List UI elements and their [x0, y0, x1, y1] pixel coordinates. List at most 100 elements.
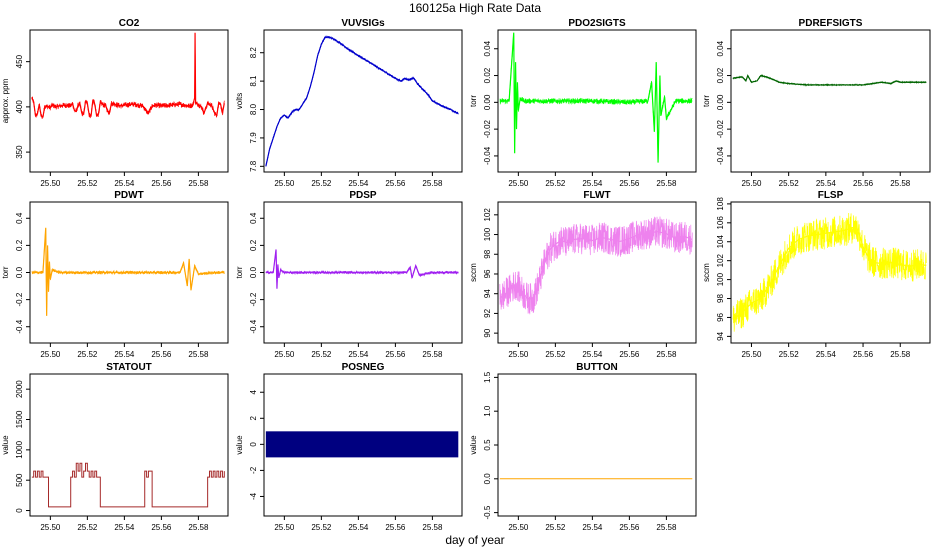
x-tick-label: 25.58: [656, 523, 677, 532]
plot-area-statout: [31, 462, 225, 508]
panel-title-pdrefsigts: PDREFSIGTS: [799, 18, 863, 29]
series-band-posneg: [265, 431, 459, 458]
x-tick-label: 25.54: [816, 179, 837, 188]
x-tick-label: 25.54: [114, 179, 135, 188]
panel-pdrefsigts: PDREFSIGTS torr 25.50 25.52 25.54 25.56 25.58 -…: [702, 18, 931, 188]
x-tick-label: 25.52: [311, 523, 332, 532]
y-tick-label: 98: [483, 249, 492, 258]
y-tick-label: 100: [716, 272, 725, 286]
x-tick-label: 25.56: [151, 523, 172, 532]
x-tick-label: 25.58: [188, 179, 209, 188]
x-tick-label: 25.54: [114, 523, 135, 532]
y-tick-label: 2: [249, 416, 258, 421]
y-tick-label: 0.0: [249, 266, 258, 278]
panel-posneg: POSNEG value 25.50 25.52 25.54 25.56 25.58 -4 -2…: [235, 362, 463, 532]
x-tick-label: 25.52: [311, 350, 332, 359]
x-tick-label: 25.52: [545, 350, 566, 359]
y-axis-label-co2: approx. ppm: [1, 78, 10, 123]
y-tick-label: -2: [249, 466, 258, 474]
x-tick-label: 25.50: [40, 350, 61, 359]
x-tick-label: 25.52: [545, 523, 566, 532]
x-tick-label: 25.56: [619, 350, 640, 359]
y-tick-label: -0.5: [483, 505, 492, 519]
y-tick-label: -0.4: [15, 319, 24, 333]
plot-frame-pdo2sigts: [497, 29, 697, 173]
y-tick-label: 102: [716, 253, 725, 267]
y-tick-label: 102: [483, 208, 492, 222]
plot-frame-button: [497, 373, 697, 517]
y-tick-label: 8.1: [249, 75, 258, 87]
y-tick-label: 350: [15, 145, 24, 159]
y-axis-label-pdrefsigts: torr: [702, 95, 711, 107]
y-tick-label: 0: [15, 508, 24, 513]
plot-area-pdo2sigts: [499, 32, 693, 163]
panel-title-posneg: POSNEG: [342, 362, 385, 373]
y-tick-label: 0.2: [249, 239, 258, 251]
series-noise-flsp: [732, 212, 927, 332]
y-axis-label-flsp: sccm: [702, 263, 711, 282]
panel-title-flwt: FLWT: [583, 190, 610, 201]
series-line-pdsp: [265, 249, 459, 289]
x-tick-label: 25.54: [348, 350, 369, 359]
x-tick-label: 25.56: [151, 350, 172, 359]
x-tick-label: 25.52: [545, 179, 566, 188]
x-tick-label: 25.56: [385, 523, 406, 532]
y-tick-label: -0.02: [483, 119, 492, 138]
y-axis-label-posneg: value: [235, 435, 244, 455]
series-noise-co2: [31, 44, 225, 119]
plot-area-flwt: [499, 216, 693, 315]
plot-area-pdrefsigts: [732, 73, 927, 87]
x-tick-label: 25.52: [311, 179, 332, 188]
y-tick-label: 92: [483, 308, 492, 317]
y-tick-label: -0.02: [716, 119, 725, 138]
y-tick-label: 1.0: [483, 405, 492, 417]
panel-pdwt: PDWT torr 25.50 25.52 25.54 25.56 25.58 -0.4 -0.…: [1, 190, 229, 359]
panel-pdo2sigts: PDO2SIGTS torr 25.50 25.52 25.54 25.56 25.58 -0…: [469, 18, 697, 188]
x-tick-label: 25.58: [890, 179, 911, 188]
x-tick-label: 25.50: [274, 179, 295, 188]
x-tick-label: 25.54: [348, 523, 369, 532]
plot-frame-flwt: [497, 201, 697, 344]
series-noise-pdo2sigts: [499, 35, 693, 163]
x-tick-label: 25.52: [77, 523, 98, 532]
panel-title-pdsp: PDSP: [349, 190, 377, 201]
y-axis-label-pdo2sigts: torr: [469, 95, 478, 107]
panel-vuvsigs: VUVSIGs volts 25.50 25.52 25.54 25.56 25.58 7.8…: [235, 18, 463, 188]
x-tick-label: 25.56: [853, 179, 874, 188]
plot-frame-co2: [29, 29, 229, 173]
panel-flsp: FLSP sccm 25.50 25.52 25.54 25.56 25.58 94 96 98 1…: [702, 190, 931, 359]
y-tick-label: 7.9: [249, 132, 258, 144]
x-tick-label: 25.56: [853, 350, 874, 359]
y-tick-label: 8.2: [249, 47, 258, 59]
x-tick-label: 25.58: [188, 350, 209, 359]
series-line-statout: [31, 462, 225, 508]
panel-title-button: BUTTON: [576, 362, 617, 373]
x-tick-label: 25.58: [188, 523, 209, 532]
y-tick-label: 0.04: [716, 40, 725, 56]
x-tick-label: 25.50: [274, 523, 295, 532]
y-tick-label: -4: [249, 492, 258, 500]
y-tick-label: 0.2: [15, 239, 24, 251]
x-tick-label: 25.52: [77, 350, 98, 359]
x-tick-label: 25.56: [151, 179, 172, 188]
panel-co2: CO2 approx. ppm 25.50 25.52 25.54 25.56 25.58 3…: [1, 18, 229, 188]
x-tick-label: 25.54: [114, 350, 135, 359]
y-tick-label: 0.0: [15, 266, 24, 278]
plot-frame-posneg: [263, 373, 463, 517]
series-noise-pdwt: [31, 228, 225, 312]
panel-title-pdo2sigts: PDO2SIGTS: [568, 18, 626, 29]
x-tick-label: 25.58: [656, 350, 677, 359]
x-tick-label: 25.58: [890, 350, 911, 359]
y-tick-label: 94: [483, 289, 492, 298]
y-tick-label: 0.04: [483, 40, 492, 56]
y-tick-label: 98: [716, 294, 725, 303]
x-tick-label: 25.50: [40, 179, 61, 188]
y-tick-label: 104: [716, 235, 725, 249]
y-tick-label: -0.04: [716, 146, 725, 165]
plot-frame-statout: [29, 373, 229, 517]
y-tick-label: 0.02: [483, 67, 492, 83]
y-axis-label-flwt: sccm: [469, 263, 478, 282]
plot-area-posneg: [265, 431, 459, 458]
